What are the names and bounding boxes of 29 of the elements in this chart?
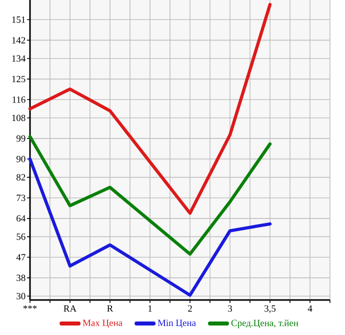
y-tick-label: 90 bbox=[16, 156, 26, 162]
y-tick-label: 116 bbox=[12, 96, 26, 103]
y-tick-label: 108 bbox=[12, 114, 26, 122]
y-tick-label: 64 bbox=[16, 215, 26, 222]
x-tick-label: *** bbox=[23, 305, 37, 309]
y-tick-label: 134 bbox=[12, 55, 26, 62]
y-tick-label: 99 bbox=[16, 135, 26, 142]
legend-label: Сред.Цена, т.йен bbox=[231, 320, 298, 328]
y-tick-label: 142 bbox=[12, 37, 26, 44]
x-tick-label: RA bbox=[64, 305, 77, 312]
line-series bbox=[28, 2, 272, 215]
x-tick-label: 3 bbox=[228, 305, 232, 312]
y-tick-label: 151 bbox=[12, 16, 26, 23]
x-tick-label: 4 bbox=[308, 305, 312, 312]
x-tick-label: R bbox=[107, 305, 114, 312]
y-tick-label: 125 bbox=[12, 76, 26, 82]
y-tick-label: 47 bbox=[16, 254, 26, 260]
y-tick-label: 56 bbox=[16, 234, 26, 240]
y-tick-label: 30 bbox=[16, 292, 26, 300]
y-tick-label: 38 bbox=[16, 274, 26, 282]
y-tick-label: 73 bbox=[16, 194, 26, 202]
x-tick-label: 3,5 bbox=[264, 305, 276, 314]
x-tick-label: 1 bbox=[148, 305, 152, 312]
x-tick-label: 2 bbox=[188, 305, 192, 312]
y-tick-label: 82 bbox=[16, 174, 26, 180]
line-series bbox=[28, 135, 272, 256]
legend-label: Min Цена bbox=[158, 320, 196, 328]
line-series bbox=[28, 157, 272, 297]
legend-label: Max Цена bbox=[82, 320, 122, 328]
